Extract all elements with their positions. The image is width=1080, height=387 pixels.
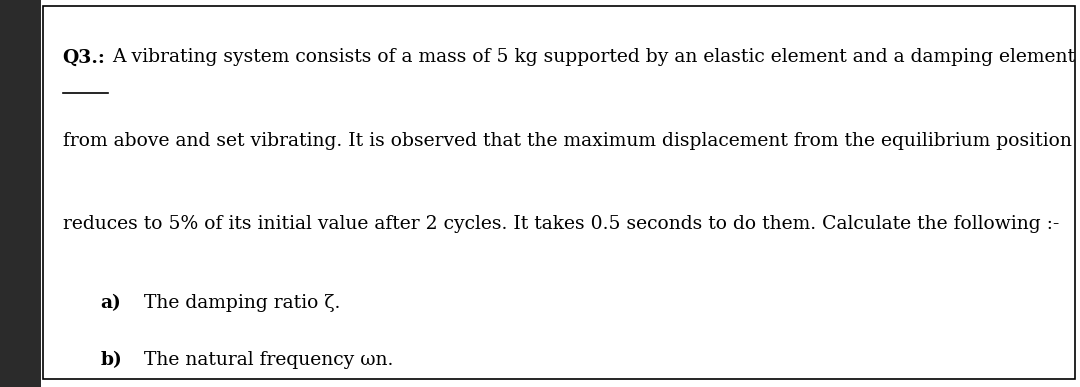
- Text: The natural frequency ωn.: The natural frequency ωn.: [144, 351, 393, 370]
- Text: Q3.:: Q3.:: [63, 48, 106, 67]
- Text: A vibrating system consists of a mass of 5 kg supported by an elastic element an: A vibrating system consists of a mass of…: [112, 48, 1076, 67]
- FancyBboxPatch shape: [0, 0, 41, 387]
- FancyBboxPatch shape: [43, 6, 1075, 379]
- Text: b): b): [100, 351, 122, 370]
- Text: a): a): [100, 294, 121, 312]
- Text: reduces to 5% of its initial value after 2 cycles. It takes 0.5 seconds to do th: reduces to 5% of its initial value after…: [63, 215, 1059, 233]
- Text: from above and set vibrating. It is observed that the maximum displacement from : from above and set vibrating. It is obse…: [63, 132, 1071, 150]
- Text: The damping ratio ζ.: The damping ratio ζ.: [144, 294, 340, 312]
